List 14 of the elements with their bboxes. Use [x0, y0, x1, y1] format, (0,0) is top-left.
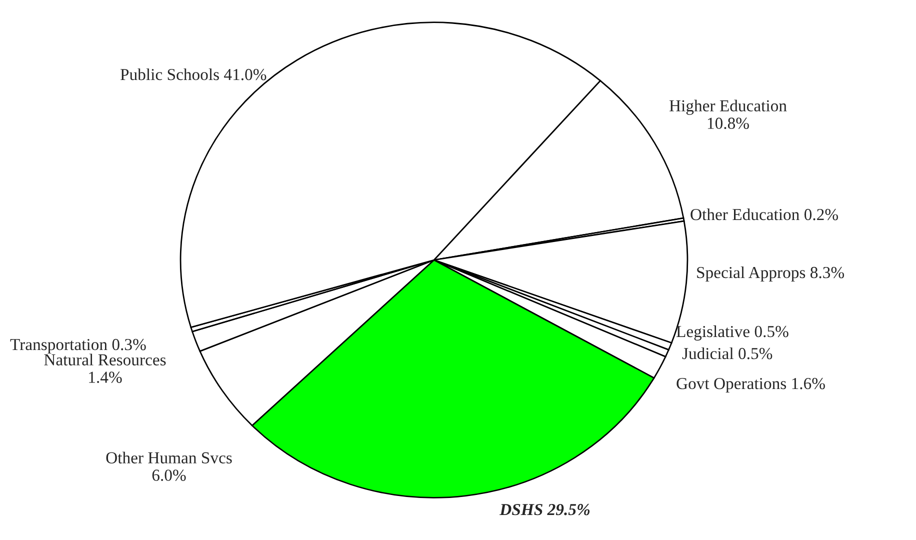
data-label: 10.8%: [708, 118, 749, 129]
slice-label: Natural Resources: [44, 354, 166, 366]
slice-label: DSHS 29.5%: [500, 504, 590, 516]
data-label: 1.4%: [89, 372, 122, 383]
slice-label: Other Education 0.2%: [690, 208, 838, 220]
slice-label: Judicial 0.5%: [682, 347, 772, 360]
slice-label: Other Human Svcs: [106, 452, 232, 464]
slice-label: Legislative 0.5%: [676, 325, 788, 341]
slice-label: Special Approps 8.3%: [697, 266, 844, 282]
slice-label: Higher Education: [669, 100, 787, 115]
slice-label: Transportation 0.3%: [10, 338, 146, 354]
slice-label: Govt Operations 1.6%: [676, 378, 825, 393]
data-label: 6.0%: [152, 470, 186, 481]
slice-label: Public Schools 41.0%: [120, 68, 266, 80]
